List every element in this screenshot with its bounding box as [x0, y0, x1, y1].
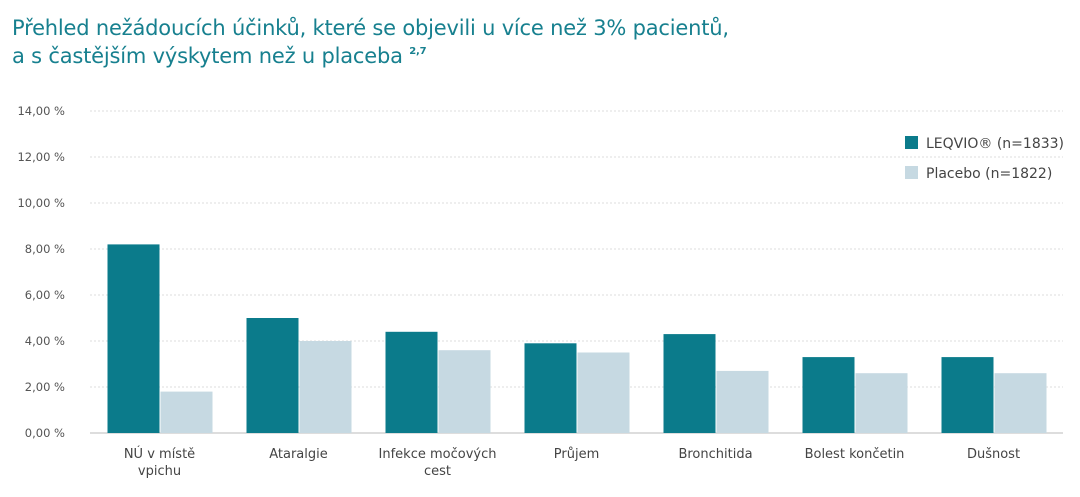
bar-placebo [577, 352, 630, 433]
bar-placebo [994, 373, 1047, 433]
y-tick-label: 10,00 % [17, 196, 65, 210]
legend-swatch [905, 136, 918, 149]
x-category-label: Infekce močových [379, 447, 497, 462]
x-category-label: Bronchitida [678, 447, 752, 462]
bar-placebo [855, 373, 908, 433]
bar-leqvio [107, 244, 160, 433]
x-category-label: cest [424, 464, 451, 479]
chart-title: Přehled nežádoucích účinků, které se obj… [12, 14, 729, 70]
title-line-1: Přehled nežádoucích účinků, které se obj… [12, 16, 729, 40]
y-tick-label: 8,00 % [25, 242, 65, 256]
y-tick-label: 0,00 % [25, 426, 65, 440]
y-tick-label: 4,00 % [25, 334, 65, 348]
title-reference: 2,7 [409, 46, 427, 57]
bar-leqvio [802, 357, 855, 433]
x-category-label: Dušnost [967, 447, 1020, 462]
bar-placebo [299, 341, 352, 433]
x-category-label: Ataralgie [269, 447, 328, 462]
bar-leqvio [941, 357, 994, 433]
y-tick-label: 6,00 % [25, 288, 65, 302]
x-category-label: Bolest končetin [805, 447, 905, 462]
legend-label: Placebo (n=1822) [926, 166, 1052, 182]
y-tick-label: 2,00 % [25, 380, 65, 394]
bar-placebo [438, 350, 491, 433]
bar-leqvio [385, 331, 438, 433]
y-tick-label: 12,00 % [17, 150, 65, 164]
bar-leqvio [524, 343, 577, 433]
legend-swatch [905, 166, 918, 179]
legend-label: LEQVIO® (n=1833) [926, 136, 1064, 152]
x-category-label: Průjem [554, 447, 599, 462]
bar-leqvio [246, 318, 299, 433]
title-line-2: a s častějším výskytem než u placeba [12, 44, 403, 68]
bar-placebo [160, 391, 213, 433]
x-category-label: NÚ v místě [124, 446, 195, 462]
bar-leqvio [663, 334, 716, 433]
bar-placebo [716, 370, 769, 433]
y-tick-label: 14,00 % [17, 104, 65, 118]
x-category-label: vpichu [138, 464, 181, 479]
